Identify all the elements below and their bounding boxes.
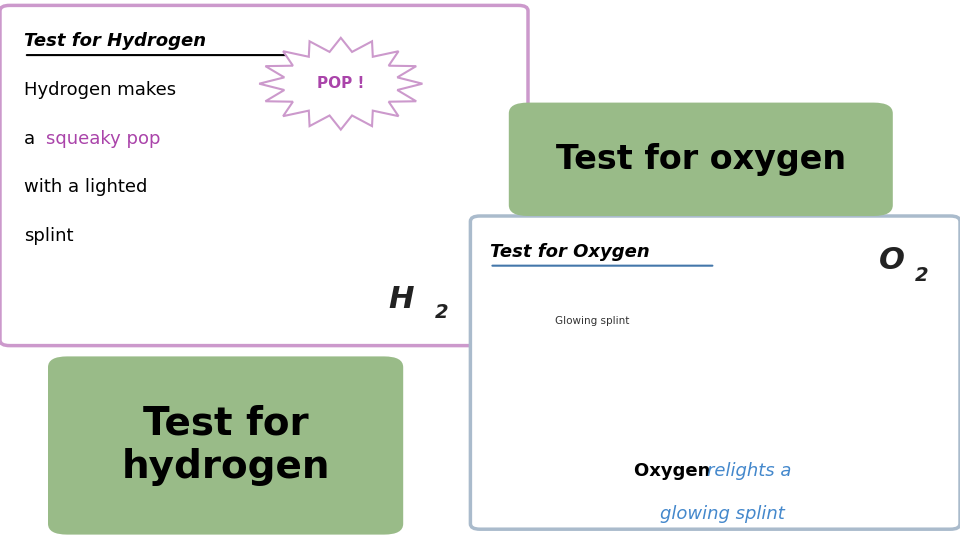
Text: relights a: relights a xyxy=(707,462,791,480)
FancyBboxPatch shape xyxy=(470,216,960,529)
Text: squeaky pop: squeaky pop xyxy=(46,130,160,147)
Text: Hydrogen makes: Hydrogen makes xyxy=(24,81,176,99)
Text: Oxygen: Oxygen xyxy=(634,462,716,480)
Text: Glowing splint: Glowing splint xyxy=(555,316,629,326)
Text: Test for oxygen: Test for oxygen xyxy=(556,143,846,176)
Text: Test for Hydrogen: Test for Hydrogen xyxy=(24,32,206,50)
Text: a: a xyxy=(24,130,41,147)
Text: glowing splint: glowing splint xyxy=(660,505,785,523)
Text: splint: splint xyxy=(24,227,74,245)
Text: 2: 2 xyxy=(435,302,448,322)
FancyBboxPatch shape xyxy=(48,356,403,535)
Text: 2: 2 xyxy=(915,266,928,285)
Text: Test for Oxygen: Test for Oxygen xyxy=(490,243,649,261)
Text: H: H xyxy=(389,285,415,314)
FancyBboxPatch shape xyxy=(509,103,893,216)
Text: Test for
hydrogen: Test for hydrogen xyxy=(121,404,330,487)
Polygon shape xyxy=(259,38,422,130)
Text: O: O xyxy=(878,246,904,275)
Text: POP !: POP ! xyxy=(317,76,365,91)
Text: with a lighted: with a lighted xyxy=(24,178,148,196)
FancyBboxPatch shape xyxy=(0,5,528,346)
